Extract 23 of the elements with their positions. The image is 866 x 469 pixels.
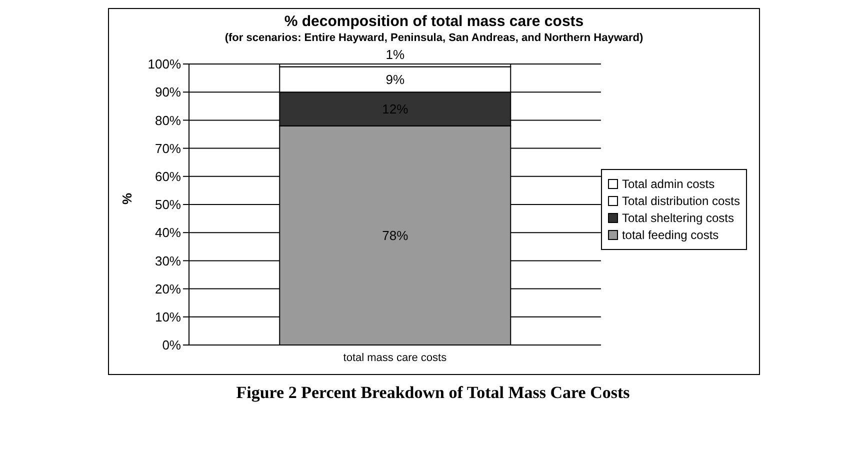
- y-tick-label: 30%: [154, 253, 182, 268]
- data-label: 78%: [382, 228, 409, 244]
- legend-label: Total distribution costs: [622, 194, 740, 208]
- data-label: 9%: [386, 72, 405, 88]
- data-label: 1%: [386, 47, 405, 62]
- chart-subtitle: (for scenarios: Entire Hayward, Peninsula, San Andreas, and Northern Hayward): [224, 32, 644, 44]
- y-axis-title: %: [120, 192, 135, 204]
- y-tick-label: 50%: [154, 197, 182, 212]
- chart-title: % decomposition of total mass care costs: [283, 13, 585, 30]
- y-tick-label: 70%: [154, 140, 182, 156]
- y-tick-label: 10%: [154, 310, 182, 325]
- y-tick-label: 0%: [162, 338, 182, 353]
- x-tick-label: total mass care costs: [343, 352, 448, 364]
- caption: Figure 2 Percent Breakdown of Total Mass Care Costs: [235, 383, 631, 403]
- y-tick-label: 60%: [154, 169, 182, 184]
- y-tick-label: 80%: [154, 112, 182, 128]
- y-tick-label: 90%: [154, 84, 182, 100]
- y-tick-label: 100%: [148, 56, 182, 72]
- y-tick-label: 40%: [154, 225, 182, 240]
- y-tick-label: 20%: [154, 281, 182, 296]
- legend-label: Total sheltering costs: [622, 210, 734, 224]
- legend-label: Total admin costs: [622, 176, 715, 190]
- legend-label: total feeding costs: [622, 228, 719, 242]
